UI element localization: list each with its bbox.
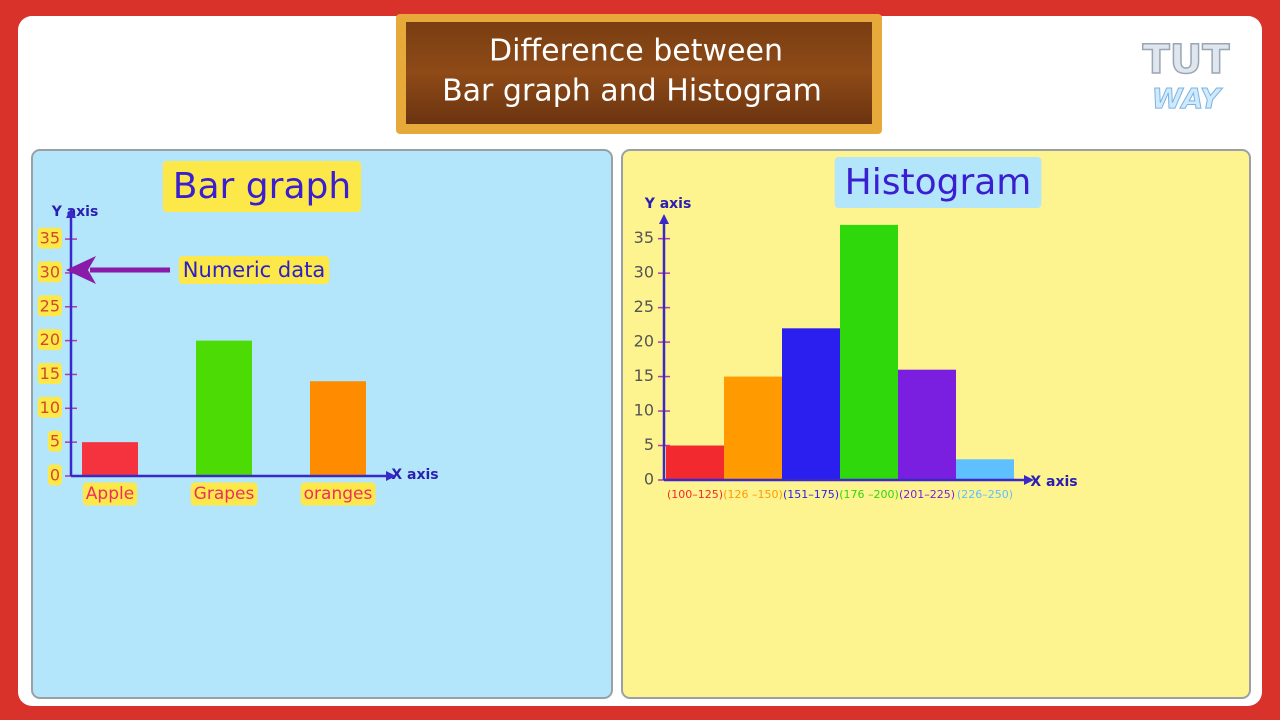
label-background bbox=[37, 329, 62, 351]
board bbox=[406, 22, 872, 124]
y-tick-label: 10 bbox=[40, 398, 60, 417]
x-axis-arrow bbox=[1024, 475, 1034, 485]
logo: WAY bbox=[1152, 82, 1223, 115]
x-tick-label: (176 –200) bbox=[839, 488, 899, 501]
y-tick-label: 5 bbox=[644, 435, 654, 454]
annotation: Numeric data bbox=[183, 258, 325, 282]
header-title: Bar graph and Histogram bbox=[442, 74, 822, 109]
y-tick-label: 0 bbox=[644, 470, 654, 489]
y-axis-label: Y axis bbox=[644, 196, 692, 212]
x-tick-label: Grapes bbox=[194, 484, 255, 504]
label-background bbox=[37, 261, 62, 283]
x-axis-label: X axis bbox=[1030, 474, 1077, 490]
y-axis-arrow bbox=[659, 214, 669, 224]
x-axis-arrow bbox=[386, 471, 396, 481]
label-background bbox=[47, 464, 62, 486]
histogram-bar bbox=[782, 328, 840, 480]
y-tick-label: 25 bbox=[40, 296, 60, 315]
histogram-bar bbox=[956, 459, 1014, 480]
histogram-bar bbox=[666, 445, 724, 480]
label-background bbox=[190, 482, 258, 506]
x-tick-label: (151–175) bbox=[783, 488, 839, 501]
bar bbox=[310, 381, 366, 476]
label-background bbox=[834, 157, 1042, 208]
y-tick-label: 5 bbox=[50, 432, 60, 451]
x-tick-label: (226–250) bbox=[957, 488, 1013, 501]
x-tick-label: (201–225) bbox=[899, 488, 955, 501]
y-tick-label: 15 bbox=[634, 366, 654, 385]
x-tick-label: (100–125) bbox=[667, 488, 723, 501]
y-axis-label: Y axis bbox=[51, 204, 99, 220]
label-background bbox=[82, 482, 138, 506]
y-axis-arrow bbox=[66, 208, 76, 218]
x-axis-label: X axis bbox=[391, 467, 438, 483]
label-background bbox=[37, 295, 62, 317]
x-tick-label: oranges bbox=[304, 484, 373, 504]
annotation-arrowhead bbox=[66, 256, 96, 284]
y-tick-label: 10 bbox=[634, 401, 654, 420]
y-tick-label: 35 bbox=[634, 228, 654, 247]
x-tick-label: (126 –150) bbox=[723, 488, 783, 501]
y-tick-label: 30 bbox=[40, 262, 60, 281]
y-tick-label: 35 bbox=[40, 229, 60, 248]
label-background bbox=[47, 430, 62, 452]
logo: TUT bbox=[1142, 37, 1230, 83]
histogram-bar bbox=[724, 376, 782, 480]
histogram-bar bbox=[840, 224, 898, 480]
label-background bbox=[300, 482, 376, 506]
label-background bbox=[37, 396, 62, 418]
bar bbox=[82, 442, 138, 476]
label-background bbox=[178, 256, 330, 284]
x-tick-label: Apple bbox=[86, 484, 134, 504]
chart-title: Histogram bbox=[845, 162, 1032, 203]
chart-title: Bar graph bbox=[173, 166, 351, 207]
label-background bbox=[37, 227, 62, 249]
charts: Bar graph Y axis X axis Numeric data 0 5 10 15 2… bbox=[37, 157, 1078, 506]
histogram-bar bbox=[898, 369, 956, 480]
y-tick-label: 15 bbox=[40, 364, 60, 383]
y-tick-label: 20 bbox=[634, 332, 654, 351]
label-background bbox=[162, 161, 362, 212]
label-background bbox=[37, 362, 62, 384]
y-tick-label: 25 bbox=[634, 297, 654, 316]
y-tick-label: 0 bbox=[50, 466, 60, 485]
bar bbox=[196, 340, 252, 476]
y-tick-label: 20 bbox=[40, 330, 60, 349]
header-title: Difference between bbox=[489, 34, 783, 69]
y-tick-label: 30 bbox=[634, 263, 654, 282]
